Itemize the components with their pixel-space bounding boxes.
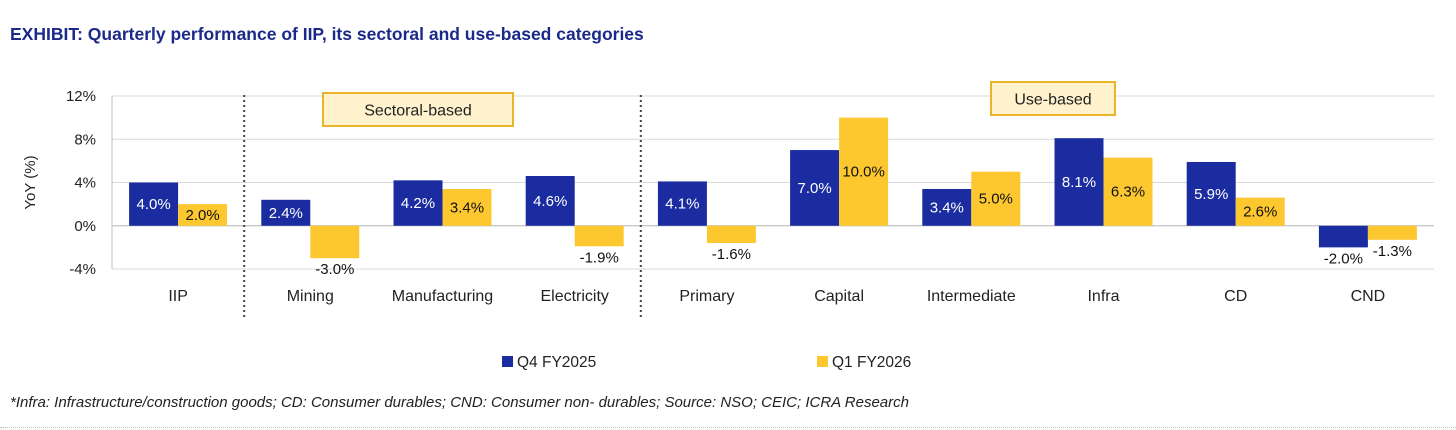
bar-q4-manufacturing <box>393 180 443 226</box>
data-label-q1-cnd: -1.3% <box>1373 243 1412 260</box>
y-tick-label: -4% <box>69 261 96 278</box>
data-label-q1-mining: -3.0% <box>315 261 354 278</box>
y-axis-title: YoY (%) <box>22 155 39 209</box>
bar-q1-manufacturing <box>442 188 492 226</box>
x-tick-label-electricity: Electricity <box>540 288 608 305</box>
bar-q1-capital <box>839 117 889 226</box>
bar-q1-cd <box>1235 197 1285 226</box>
data-label-q1-primary: -1.6% <box>712 246 751 263</box>
bar-q4-electricity <box>525 176 575 226</box>
legend-swatch-q4 <box>502 356 513 367</box>
legend-label-q4: Q4 FY2025 <box>517 354 596 371</box>
x-tick-label-iip: IIP <box>168 288 188 305</box>
y-tick-label: 0% <box>74 218 96 235</box>
bar-q4-primary <box>657 181 707 226</box>
data-label-q1-electricity: -1.9% <box>580 249 619 266</box>
x-tick-label-primary: Primary <box>679 288 734 305</box>
bar-q4-cnd <box>1318 225 1368 248</box>
chart-title: EXHIBIT: Quarterly performance of IIP, i… <box>10 24 644 44</box>
data-label-q1-cd: 2.6% <box>1243 204 1277 221</box>
bar-q1-primary <box>706 225 756 244</box>
data-label-q4-intermediate: 3.4% <box>930 199 964 216</box>
bar-q4-cd <box>1186 161 1236 226</box>
bar-q4-intermediate <box>922 188 972 226</box>
data-label-q4-cnd: -2.0% <box>1324 250 1363 267</box>
bottom-divider <box>0 427 1456 428</box>
x-tick-label-manufacturing: Manufacturing <box>392 288 493 305</box>
sectoral-group-label: Sectoral-based <box>364 103 472 120</box>
use-based-group-label-box <box>990 81 1116 116</box>
x-tick-label-cd: CD <box>1224 288 1247 305</box>
y-tick-label: 12% <box>66 88 96 105</box>
sectoral-group-label-box <box>322 92 514 127</box>
data-label-q1-infra: 6.3% <box>1111 184 1145 201</box>
x-tick-label-mining: Mining <box>287 288 334 305</box>
use-based-group-label: Use-based <box>1014 92 1091 109</box>
data-label-q4-iip: 4.0% <box>136 196 170 213</box>
x-tick-label-infra: Infra <box>1087 288 1119 305</box>
data-label-q4-primary: 4.1% <box>665 196 699 213</box>
x-tick-label-intermediate: Intermediate <box>927 288 1016 305</box>
bar-q4-mining <box>261 199 311 226</box>
x-tick-label-cnd: CND <box>1351 288 1386 305</box>
data-label-q4-capital: 7.0% <box>797 180 831 197</box>
legend-label-q1: Q1 FY2026 <box>832 354 911 371</box>
data-label-q1-iip: 2.0% <box>185 207 219 224</box>
data-label-q4-electricity: 4.6% <box>533 193 567 210</box>
bar-q4-capital <box>790 150 840 226</box>
bar-q1-iip <box>178 204 228 226</box>
bar-q4-iip <box>129 182 179 226</box>
bar-chart: -4% 0% 4% 8% 12% YoY (%) 4.0% 2.0% IIP 2.4% -3.0% M… <box>22 81 1434 371</box>
bar-q1-cnd <box>1367 225 1417 240</box>
data-label-q4-manufacturing: 4.2% <box>401 195 435 212</box>
bar-q1-electricity <box>574 225 624 247</box>
y-tick-label: 8% <box>74 131 96 148</box>
data-label-q1-manufacturing: 3.4% <box>450 199 484 216</box>
data-label-q4-infra: 8.1% <box>1062 174 1096 191</box>
data-label-q4-cd: 5.9% <box>1194 186 1228 203</box>
footnote: *Infra: Infrastructure/construction good… <box>10 394 909 411</box>
data-label-q1-capital: 10.0% <box>842 164 885 181</box>
data-label-q4-mining: 2.4% <box>269 205 303 222</box>
legend-swatch-q1 <box>817 356 828 367</box>
x-tick-label-capital: Capital <box>814 288 864 305</box>
y-tick-label: 4% <box>74 175 96 192</box>
bar-q1-infra <box>1103 157 1153 226</box>
bar-q1-mining <box>310 225 360 259</box>
bar-q4-infra <box>1054 138 1104 226</box>
bar-q1-intermediate <box>971 171 1021 226</box>
data-label-q1-intermediate: 5.0% <box>979 191 1013 208</box>
